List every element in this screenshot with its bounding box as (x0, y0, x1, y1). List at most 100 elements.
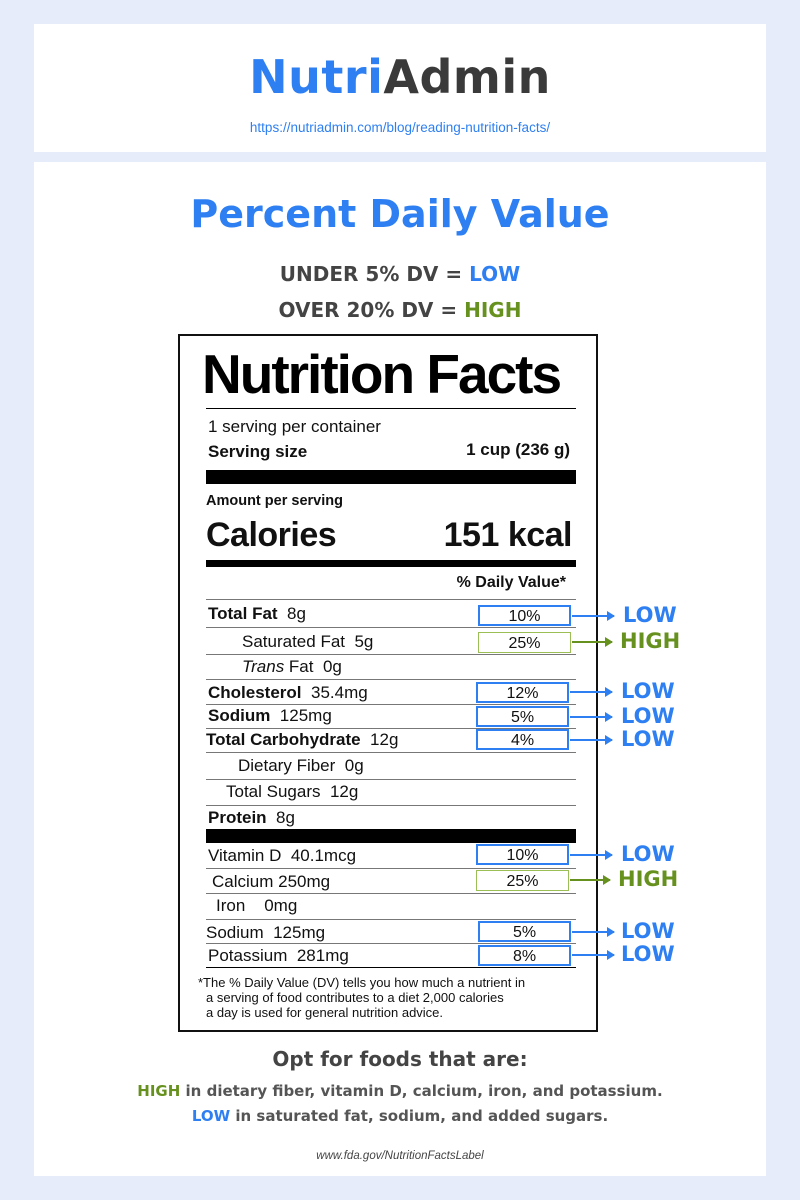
divider (206, 599, 576, 600)
tag-total-carbohydrate: LOW (621, 727, 675, 751)
serving-size-label: Serving size (208, 442, 308, 461)
nutrient-amount: 0g (344, 756, 364, 775)
nutrient-name: Saturated Fat (242, 632, 346, 651)
tag-saturated-fat: HIGH (620, 629, 681, 653)
nutrient-trans-fat: Trans Fat 0g (242, 657, 342, 677)
nutrient-name: Fat (284, 657, 314, 676)
high-rule-prefix: OVER 20% DV = (278, 298, 465, 322)
divider (206, 868, 576, 869)
nutrient-total-sugars: Total Sugars 12g (226, 782, 358, 802)
arrow-right-icon (572, 927, 615, 937)
page-url[interactable]: https://nutriadmin.com/blog/reading-nutr… (249, 120, 551, 135)
arrow-right-icon (570, 875, 611, 885)
label-title: Nutrition Facts (202, 343, 562, 405)
advice-low-word: LOW (191, 1107, 231, 1125)
page-title: Percent Daily Value (190, 192, 610, 236)
divider (206, 893, 576, 894)
daily-value-header: % Daily Value* (456, 574, 566, 591)
nutrient-vitamin-d: Vitamin D 40.1mcg (208, 846, 356, 866)
divider (206, 943, 576, 944)
arrow-right-icon (570, 712, 613, 722)
nutrient-name: Sodium (208, 706, 271, 725)
dv-box-calcium: 25% (476, 870, 569, 891)
high-rule-word: HIGH (464, 298, 522, 322)
divider (206, 704, 576, 705)
arrow-right-icon (570, 850, 613, 860)
tag-calcium: HIGH (618, 867, 679, 891)
nutrient-amount: 12g (370, 730, 399, 749)
arrow-right-icon (572, 637, 613, 647)
low-rule: UNDER 5% DV = LOW (34, 262, 766, 286)
footnote-line-3: a day is used for general nutrition advi… (206, 1005, 444, 1020)
tag-total-fat: LOW (623, 603, 677, 627)
divider (206, 408, 576, 409)
nutrient-name: Cholesterol (208, 683, 302, 702)
tag-potassium: LOW (621, 942, 675, 966)
advice-low-text: in saturated fat, sodium, and added suga… (230, 1107, 609, 1125)
nutrient-amount: 5g (354, 632, 374, 651)
nutrient-total-fat: Total Fat 8g (208, 604, 306, 624)
divider (206, 805, 576, 806)
nutrient-name: Potassium (208, 946, 288, 965)
nutrient-amount: 125mg (273, 923, 326, 942)
divider-thick (206, 470, 576, 484)
divider (206, 779, 576, 780)
nutrient-amount: 250mg (278, 872, 331, 891)
nutrient-dietary-fiber: Dietary Fiber 0g (238, 756, 364, 776)
nutrient-amount: 8g (287, 604, 306, 623)
nutrient-name: Iron (216, 896, 246, 915)
arrow-right-icon (570, 687, 613, 697)
divider (206, 679, 576, 680)
nutrient-amount: 35.4mg (310, 683, 368, 702)
arrow-right-icon (570, 735, 613, 745)
divider (206, 967, 576, 968)
source-link[interactable]: www.fda.gov/NutritionFactsLabel (316, 1150, 484, 1162)
advice-high-line: HIGH in dietary fiber, vitamin D, calciu… (0, 1082, 800, 1100)
nutrient-sodium: Sodium 125mg (208, 706, 332, 726)
dv-box-cholesterol: 12% (476, 682, 569, 703)
divider (206, 752, 576, 753)
serving-size-value: 1 cup (236 g) (466, 440, 570, 459)
dv-box-total-carbohydrate: 4% (476, 729, 569, 750)
divider (206, 654, 576, 655)
nutrient-name: Protein (208, 808, 267, 827)
nutrient-potassium: Potassium 281mg (208, 946, 349, 966)
brand-logo[interactable]: NutriAdmin (34, 50, 766, 104)
nutrient-calcium: Calcium 250mg (212, 872, 330, 892)
dv-box-vitamin-d: 10% (476, 844, 569, 865)
nutrient-cholesterol: Cholesterol 35.4mg (208, 683, 368, 703)
calories-label: Calories (206, 516, 337, 554)
nutrient-name: Calcium (212, 872, 274, 891)
nutrient-name-italic: Trans (242, 657, 285, 676)
tag-sodium-mineral: LOW (621, 919, 675, 943)
dv-box-saturated-fat: 25% (478, 632, 571, 653)
footnote-line-1: *The % Daily Value (DV) tells you how mu… (198, 975, 526, 990)
dv-box-total-fat: 10% (478, 605, 571, 626)
advice-low-line: LOW in saturated fat, sodium, and added … (0, 1107, 800, 1125)
nutrient-amount: 0mg (264, 896, 298, 915)
dv-box-sodium: 5% (476, 706, 569, 727)
nutrient-saturated-fat: Saturated Fat 5g (242, 632, 373, 652)
advice-high-word: HIGH (137, 1082, 181, 1100)
dv-box-sodium-mineral: 5% (478, 921, 571, 942)
amount-per-serving: Amount per serving (206, 493, 343, 509)
divider (206, 627, 576, 628)
arrow-right-icon (572, 611, 615, 621)
advice-high-text: in dietary fiber, vitamin D, calcium, ir… (180, 1082, 663, 1100)
nutrient-name: Total Carbohydrate (206, 730, 361, 749)
dv-box-potassium: 8% (478, 945, 571, 966)
nutrient-amount: 0g (322, 657, 342, 676)
tag-vitamin-d: LOW (621, 842, 675, 866)
nutrient-amount: 12g (329, 782, 359, 801)
nutrient-protein: Protein 8g (208, 808, 295, 828)
nutrient-name: Total Sugars (226, 782, 321, 801)
nutrient-amount: 125mg (279, 706, 332, 725)
footnote-line-2: a serving of food contributes to a diet … (206, 990, 504, 1005)
nutrient-name: Total Fat (208, 604, 278, 623)
nutrition-facts-label: Nutrition Facts 1 serving per container … (178, 334, 598, 1032)
low-rule-word: LOW (469, 262, 521, 286)
divider-medium (206, 560, 576, 567)
servings-per-container: 1 serving per container (208, 417, 381, 436)
advice-title: Opt for foods that are: (272, 1047, 528, 1071)
arrow-right-icon (572, 950, 615, 960)
